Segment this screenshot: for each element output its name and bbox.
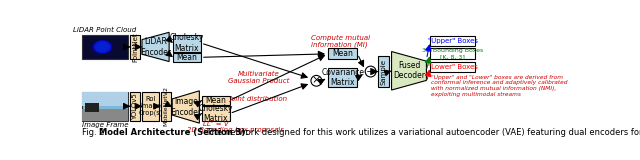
Text: LLᵀ = V: LLᵀ = V xyxy=(203,121,228,127)
FancyBboxPatch shape xyxy=(161,92,171,121)
Text: Cholesky
Matrix: Cholesky Matrix xyxy=(198,104,233,123)
Ellipse shape xyxy=(94,41,111,53)
Circle shape xyxy=(311,75,322,86)
Ellipse shape xyxy=(95,42,109,52)
Text: LiDAR
Encoder: LiDAR Encoder xyxy=(140,37,171,57)
FancyBboxPatch shape xyxy=(142,92,159,121)
Text: MobileNetV2: MobileNetV2 xyxy=(163,86,168,126)
Text: Image
Encoder: Image Encoder xyxy=(170,97,202,117)
Text: "Lower" Boxes: "Lower" Boxes xyxy=(428,64,477,70)
FancyBboxPatch shape xyxy=(378,56,389,87)
FancyBboxPatch shape xyxy=(430,36,476,46)
FancyBboxPatch shape xyxy=(81,92,128,121)
FancyBboxPatch shape xyxy=(328,48,358,59)
Text: Fig. 2:: Fig. 2: xyxy=(83,128,108,137)
Ellipse shape xyxy=(100,45,105,48)
Text: LiDAR Point Cloud: LiDAR Point Cloud xyxy=(73,27,136,33)
Polygon shape xyxy=(172,91,199,123)
Text: PointNet: PointNet xyxy=(132,32,138,62)
FancyBboxPatch shape xyxy=(202,96,230,105)
FancyBboxPatch shape xyxy=(202,106,230,121)
Text: 3D Bounding Boxes
[K, 8, 3]: 3D Bounding Boxes [K, 8, 3] xyxy=(422,48,483,59)
FancyBboxPatch shape xyxy=(430,62,476,72)
Text: Cholesky
Matrix: Cholesky Matrix xyxy=(170,33,204,53)
Text: Model Architecture (Section 3):: Model Architecture (Section 3): xyxy=(99,128,249,137)
Ellipse shape xyxy=(97,43,108,51)
Text: RoI
Image
Crop(s): RoI Image Crop(s) xyxy=(138,96,163,116)
Text: Joint distribution: Joint distribution xyxy=(229,96,287,102)
FancyBboxPatch shape xyxy=(430,48,476,59)
FancyBboxPatch shape xyxy=(173,35,201,52)
Text: Multivariate
Gaussian Product: Multivariate Gaussian Product xyxy=(228,71,289,84)
FancyBboxPatch shape xyxy=(85,103,99,112)
Text: Sample: Sample xyxy=(381,59,387,84)
Text: Covariance
Matrix: Covariance Matrix xyxy=(321,68,364,87)
Text: "Upper" and "Lower" boxes are derived from
conformal inference and adaptively ca: "Upper" and "Lower" boxes are derived fr… xyxy=(431,75,568,97)
FancyBboxPatch shape xyxy=(81,109,128,121)
Text: Mean: Mean xyxy=(205,96,226,105)
Text: 2D Bounding box proposals: 2D Bounding box proposals xyxy=(187,127,284,133)
Polygon shape xyxy=(392,52,426,90)
Ellipse shape xyxy=(99,44,106,50)
Text: +: + xyxy=(366,67,375,76)
Text: Image Frame: Image Frame xyxy=(81,122,128,128)
Ellipse shape xyxy=(92,40,113,54)
Polygon shape xyxy=(142,32,169,62)
Text: Mean: Mean xyxy=(177,53,197,62)
Text: Mean: Mean xyxy=(332,49,353,58)
Text: Fused
Decoder: Fused Decoder xyxy=(393,61,425,80)
Circle shape xyxy=(365,66,376,77)
Text: "Upper" Boxes: "Upper" Boxes xyxy=(428,38,478,44)
FancyBboxPatch shape xyxy=(81,35,128,59)
FancyBboxPatch shape xyxy=(131,35,140,59)
Text: ×: × xyxy=(312,76,321,86)
FancyBboxPatch shape xyxy=(173,53,201,62)
FancyBboxPatch shape xyxy=(328,68,358,87)
Text: The network designed for this work utilizes a variational autoencoder (VAE) feat: The network designed for this work utili… xyxy=(204,128,640,137)
FancyBboxPatch shape xyxy=(81,92,128,106)
Text: Compute mutual
information (MI): Compute mutual information (MI) xyxy=(311,35,370,48)
Text: YOLOv5: YOLOv5 xyxy=(132,93,138,120)
FancyBboxPatch shape xyxy=(131,92,140,121)
